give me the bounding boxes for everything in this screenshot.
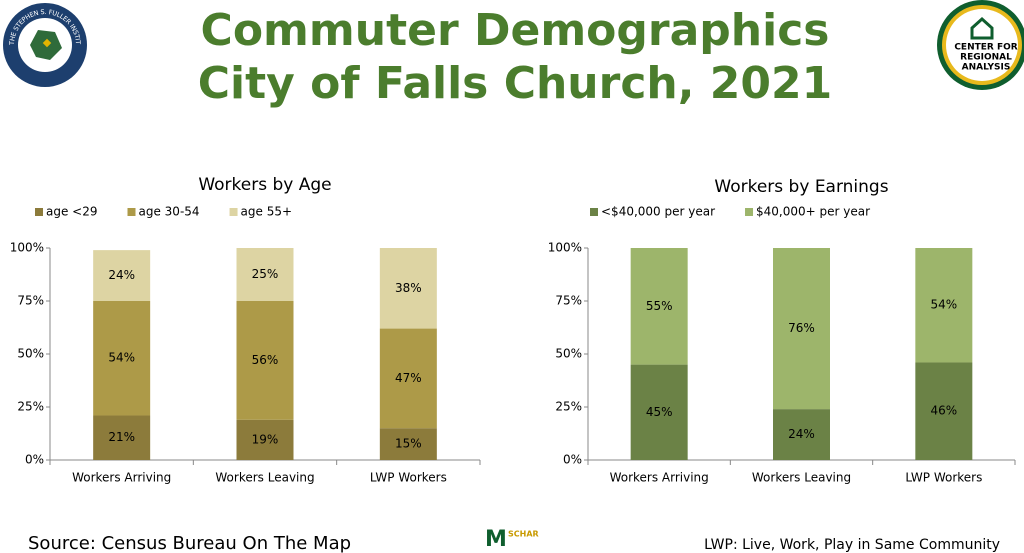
left-logo: THE STEPHEN S. FULLER INSTITUTE xyxy=(0,0,87,87)
bar-segment xyxy=(93,301,151,416)
legend-swatch xyxy=(229,208,238,216)
footer-logo: M SCHAR xyxy=(485,527,539,552)
bar-segment xyxy=(915,362,973,460)
x-tick-label: Workers Arriving xyxy=(72,471,171,485)
data-label: 24% xyxy=(788,427,815,441)
data-label: 19% xyxy=(252,432,279,446)
bar-segment xyxy=(773,409,830,460)
bar-segment xyxy=(773,248,830,410)
y-tick-label: 100% xyxy=(10,241,44,255)
y-tick-label: 100% xyxy=(548,241,582,255)
legend-label: <$40,000 per year xyxy=(601,205,715,219)
data-label: 56% xyxy=(252,353,279,367)
legend-swatch xyxy=(35,208,43,216)
y-tick-label: 0% xyxy=(563,453,582,467)
right-logo-text: CENTER FOR xyxy=(954,43,1017,53)
page-title: Commuter Demographics xyxy=(201,5,830,56)
y-tick-label: 25% xyxy=(555,400,582,414)
bar-segment xyxy=(379,428,437,460)
data-label: 45% xyxy=(646,405,673,419)
bar-segment xyxy=(630,248,688,365)
bar-segment xyxy=(236,248,294,301)
x-tick-label: Workers Leaving xyxy=(752,471,851,485)
data-label: 46% xyxy=(930,404,957,418)
chart-title: Workers by Earnings xyxy=(714,177,888,197)
data-label: 55% xyxy=(646,299,673,313)
y-tick-label: 0% xyxy=(25,453,44,467)
data-label: 76% xyxy=(788,321,815,335)
legend-label: age 55+ xyxy=(241,205,293,219)
bar-segment xyxy=(93,415,151,460)
legend-swatch xyxy=(127,208,136,216)
legend-label: $40,000+ per year xyxy=(756,205,870,219)
bar-segment xyxy=(93,250,151,301)
y-tick-label: 50% xyxy=(555,347,582,361)
bar-segment xyxy=(915,248,973,363)
source: Source: Census Bureau On The Map xyxy=(28,533,351,553)
y-tick-label: 25% xyxy=(17,400,44,414)
chart-title: Workers by Age xyxy=(198,175,331,195)
data-label: 54% xyxy=(108,351,135,365)
right-logo-text: REGIONAL xyxy=(960,53,1012,63)
data-label: 47% xyxy=(395,371,422,385)
data-label: 54% xyxy=(930,298,957,312)
bar-segment xyxy=(630,364,688,460)
x-tick-label: LWP Workers xyxy=(905,471,982,485)
bar-segment xyxy=(379,248,437,329)
y-tick-label: 50% xyxy=(17,347,44,361)
data-label: 24% xyxy=(108,268,135,282)
y-tick-label: 75% xyxy=(17,294,44,308)
legend-swatch xyxy=(745,208,754,216)
footnote: LWP: Live, Work, Play in Same Community xyxy=(704,537,1000,553)
right-logo-text: ANALYSIS xyxy=(962,63,1011,73)
x-tick-label: Workers Arriving xyxy=(610,471,709,485)
x-tick-label: Workers Leaving xyxy=(215,471,314,485)
page-title: City of Falls Church, 2021 xyxy=(198,58,832,109)
right-logo: CENTER FOR REGIONAL ANALYSIS xyxy=(937,0,1024,90)
footer-logo-mark: M xyxy=(485,527,507,552)
legend-swatch xyxy=(590,208,598,216)
data-label: 25% xyxy=(252,267,279,281)
legend-label: age 30-54 xyxy=(139,205,200,219)
footer-logo-text: SCHAR xyxy=(508,530,539,539)
bar-segment xyxy=(379,328,437,429)
x-tick-label: LWP Workers xyxy=(370,471,447,485)
bar-segment xyxy=(236,419,294,460)
legend-label: age <29 xyxy=(46,205,98,219)
data-label: 21% xyxy=(108,430,135,444)
bar-segment xyxy=(236,301,294,420)
data-label: 38% xyxy=(395,281,422,295)
y-tick-label: 75% xyxy=(555,294,582,308)
data-label: 15% xyxy=(395,437,422,451)
